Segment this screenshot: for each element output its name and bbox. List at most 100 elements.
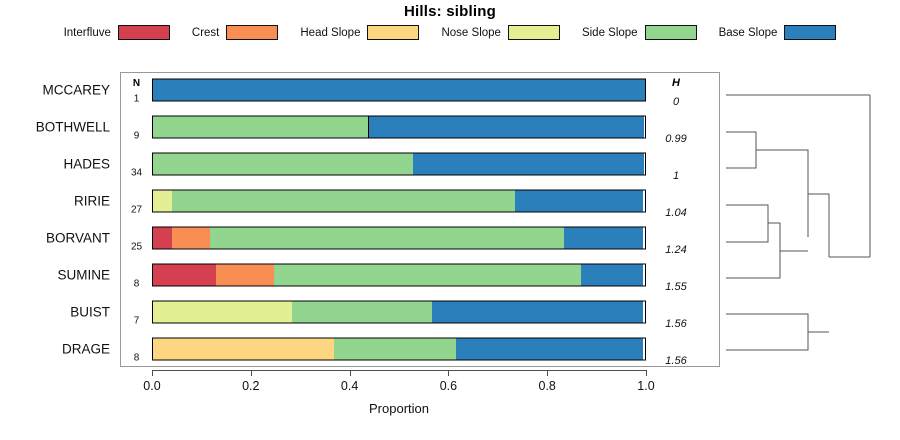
bar-segment-base-slope bbox=[563, 227, 643, 249]
bar-segment-head-slope bbox=[153, 338, 336, 360]
legend-color-swatch bbox=[226, 25, 279, 40]
bar-segment-nose-slope bbox=[153, 301, 294, 323]
dendro-link-buist-drage bbox=[726, 313, 809, 351]
stacked-bar-row bbox=[152, 263, 646, 287]
h-column-header: H bbox=[672, 77, 680, 89]
category-label-buist: BUIST bbox=[70, 304, 110, 320]
bar-segment-side-slope bbox=[292, 301, 433, 323]
n-value: 34 bbox=[130, 167, 143, 179]
bar-segment-crest bbox=[171, 227, 212, 249]
h-value: 1.24 bbox=[665, 243, 687, 256]
dendrogram bbox=[718, 72, 896, 367]
x-tick-mark bbox=[349, 370, 351, 376]
category-label-hades: HADES bbox=[63, 156, 110, 172]
bar-segment-side-slope bbox=[153, 153, 414, 175]
bar-segment-nose-slope bbox=[153, 190, 173, 212]
x-tick-label: 1.0 bbox=[637, 379, 655, 393]
legend-item: Interfluve bbox=[64, 25, 170, 40]
dendro-link-rb-sumine bbox=[726, 222, 781, 279]
h-column: H 0 0.99 1 1.04 1.24 1.55 1.56 1.56 bbox=[648, 72, 718, 367]
legend-color-swatch bbox=[644, 25, 697, 40]
n-column: N 1 9 34 27 25 8 7 8 bbox=[121, 72, 152, 367]
bar-segment-side-slope bbox=[171, 190, 517, 212]
x-axis-title: Proportion bbox=[369, 401, 429, 416]
bar-segment-base-slope bbox=[368, 116, 645, 138]
category-label-mccarey: MCCAREY bbox=[42, 82, 110, 98]
h-value: 1.04 bbox=[665, 207, 687, 220]
legend-item-label: Crest bbox=[191, 26, 220, 39]
h-value: 0.99 bbox=[665, 133, 687, 146]
legend-item-label: Interfluve bbox=[63, 26, 111, 39]
stacked-bar-row bbox=[152, 152, 646, 176]
dendro-link-uppergroup bbox=[808, 193, 830, 257]
legend-color-swatch bbox=[117, 25, 170, 40]
bar-segment-interfluve bbox=[153, 227, 173, 249]
n-value: 25 bbox=[130, 241, 143, 253]
bar-segment-base-slope bbox=[581, 264, 643, 286]
x-tick-mark bbox=[448, 370, 450, 376]
dendro-link-bothwell-hades bbox=[726, 131, 757, 169]
bar-segment-base-slope bbox=[456, 338, 644, 360]
stacked-bar-row bbox=[152, 300, 646, 324]
bar-segment-side-slope bbox=[274, 264, 582, 286]
h-value: 1 bbox=[672, 170, 680, 183]
dendro-link-ririe-borvant bbox=[726, 204, 769, 243]
x-tick-label: 0.4 bbox=[340, 379, 359, 393]
legend-item-label: Nose Slope bbox=[441, 26, 501, 39]
legend-item-label: Head Slope bbox=[300, 26, 361, 39]
dendrogram-svg bbox=[726, 94, 871, 351]
legend-item-label: Side Slope bbox=[581, 26, 638, 39]
h-value: 1.56 bbox=[665, 317, 687, 330]
category-label-drage: DRAGE bbox=[61, 341, 110, 357]
stacked-bar-row bbox=[152, 115, 646, 139]
n-value: 27 bbox=[130, 204, 143, 216]
x-tick-mark bbox=[547, 370, 549, 376]
x-axis-line bbox=[152, 370, 646, 371]
bar-segment-base-slope bbox=[515, 190, 644, 212]
legend-item: Base Slope bbox=[719, 25, 837, 40]
legend-color-swatch bbox=[784, 25, 837, 40]
n-value: 1 bbox=[133, 93, 140, 105]
legend-item: Side Slope bbox=[582, 25, 697, 40]
x-tick-label: 0.2 bbox=[242, 379, 260, 393]
bar-segment-base-slope bbox=[153, 79, 645, 101]
category-label-bothwell: BOTHWELL bbox=[35, 119, 110, 135]
stacked-bar-row bbox=[152, 78, 646, 102]
x-tick-label: 0.8 bbox=[538, 379, 556, 393]
x-tick-mark bbox=[152, 370, 153, 376]
x-tick-mark bbox=[646, 370, 647, 376]
n-value: 7 bbox=[133, 315, 140, 327]
chart-title: Hills: sibling bbox=[404, 3, 496, 20]
bar-segment-side-slope bbox=[334, 338, 458, 360]
legend-item-label: Base Slope bbox=[718, 26, 778, 39]
bar-segment-base-slope bbox=[412, 153, 645, 175]
legend-item: Head Slope bbox=[300, 25, 420, 40]
n-value: 8 bbox=[133, 278, 140, 290]
stacked-bar-row bbox=[152, 337, 646, 361]
x-tick-label: 0.0 bbox=[143, 379, 161, 393]
n-value: 9 bbox=[133, 130, 140, 142]
h-value: 1.55 bbox=[665, 280, 687, 293]
x-tick-label: 0.6 bbox=[439, 379, 458, 393]
h-value: 0 bbox=[672, 96, 680, 109]
category-label-sumine: SUMINE bbox=[57, 267, 110, 283]
dendro-link-bh-up bbox=[756, 149, 809, 237]
legend-color-swatch bbox=[367, 25, 420, 40]
h-value: 1.56 bbox=[665, 354, 687, 367]
legend: Interfluve Crest Head Slope Nose Slope Side … bbox=[0, 25, 900, 40]
legend-item: Nose Slope bbox=[441, 25, 560, 40]
bar-segment-interfluve bbox=[153, 264, 217, 286]
category-label-ririe: RIRIE bbox=[73, 193, 110, 209]
stacked-bars bbox=[152, 72, 646, 367]
bar-segment-crest bbox=[216, 264, 276, 286]
x-tick-mark bbox=[250, 370, 252, 376]
legend-color-swatch bbox=[507, 25, 560, 40]
n-value: 8 bbox=[133, 352, 140, 364]
category-label-borvant: BORVANT bbox=[45, 230, 110, 246]
stacked-bar-row bbox=[152, 189, 646, 213]
category-axis-labels: MCCAREY BOTHWELL HADES RIRIE BORVANT SUMINE BU… bbox=[0, 72, 118, 367]
bar-segment-base-slope bbox=[431, 301, 644, 323]
bar-segment-side-slope bbox=[210, 227, 565, 249]
stacked-bar-row bbox=[152, 226, 646, 250]
